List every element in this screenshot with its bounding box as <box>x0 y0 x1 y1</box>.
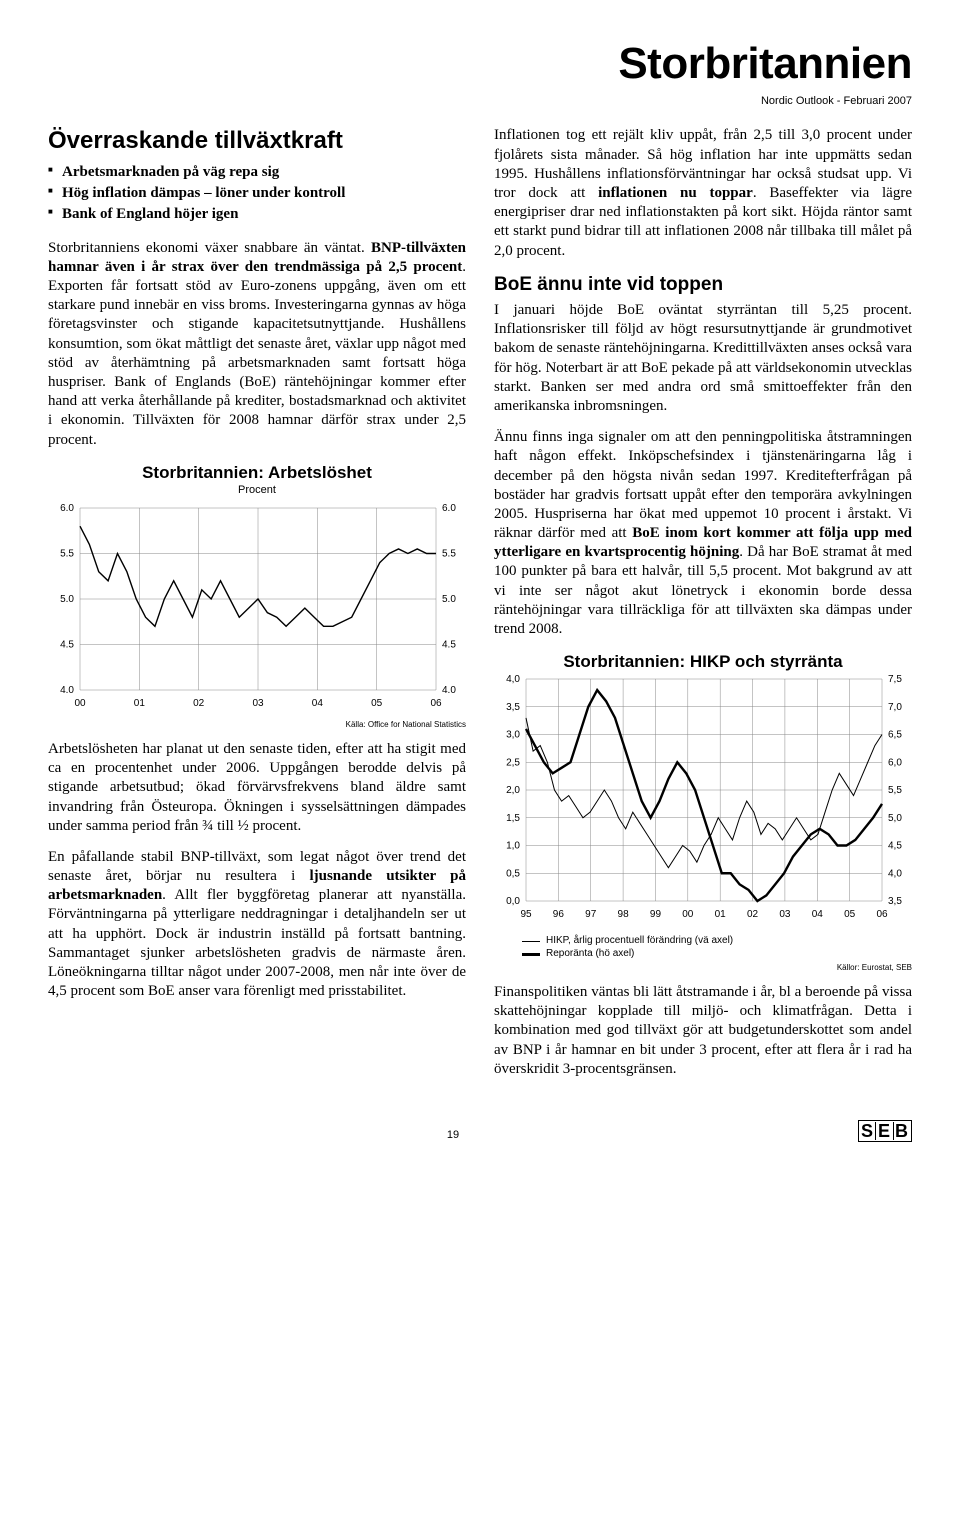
left-paragraph-2: Arbetslösheten har planat ut den senaste… <box>48 740 466 836</box>
left-paragraph-1: Storbritanniens ekonomi växer snabbare ä… <box>48 239 466 450</box>
chart1: 4.0 4.0 4.5 4.5 5.0 5.0 5.5 5.5 6.0 6.0 00 01 02 03 04… <box>48 502 466 718</box>
page-title: Storbritannien <box>48 36 912 92</box>
svg-text:4.5: 4.5 <box>442 639 456 650</box>
svg-text:4,0: 4,0 <box>888 868 902 879</box>
text: . Exporten får fortsatt stöd av Euro-zon… <box>48 259 466 448</box>
bullet-item: Bank of England höjer igen <box>48 205 466 224</box>
right-paragraph-1: Inflationen tog ett rejält kliv uppåt, f… <box>494 126 912 260</box>
chart2-svg: 0,0 3,5 0,5 4,0 1,0 4,5 1,5 5,0 2,0 5,5 2,5 6,0 3,0 6… <box>494 673 914 923</box>
svg-text:2,5: 2,5 <box>506 757 520 768</box>
text-bold: inflationen nu toppar <box>598 185 753 201</box>
legend-swatch-thick <box>522 953 540 956</box>
page-number: 19 <box>447 1128 459 1142</box>
svg-text:7,5: 7,5 <box>888 674 902 685</box>
left-paragraph-3: En påfallande stabil BNP-tillväxt, som l… <box>48 848 466 1002</box>
bullet-item: Arbetsmarknaden på väg repa sig <box>48 163 466 182</box>
svg-text:04: 04 <box>312 698 324 709</box>
svg-text:05: 05 <box>371 698 383 709</box>
chart1-title: Storbritannien: Arbetslöshet <box>48 462 466 484</box>
svg-text:03: 03 <box>252 698 264 709</box>
text: Storbritanniens ekonomi växer snabbare ä… <box>48 240 371 256</box>
svg-text:1,0: 1,0 <box>506 840 520 851</box>
svg-text:03: 03 <box>779 909 791 920</box>
svg-text:5.0: 5.0 <box>60 594 74 605</box>
svg-text:6,0: 6,0 <box>888 757 902 768</box>
svg-text:99: 99 <box>650 909 662 920</box>
svg-text:01: 01 <box>134 698 146 709</box>
svg-text:01: 01 <box>715 909 727 920</box>
svg-text:95: 95 <box>520 909 532 920</box>
svg-text:00: 00 <box>74 698 86 709</box>
svg-text:6,5: 6,5 <box>888 729 902 740</box>
chart2-legend-2: Reporänta (hö axel) <box>522 948 912 961</box>
chart1-source: Källa: Office for National Statistics <box>48 720 466 730</box>
svg-text:3,5: 3,5 <box>888 896 902 907</box>
svg-text:5.0: 5.0 <box>442 594 456 605</box>
svg-text:00: 00 <box>682 909 694 920</box>
svg-text:02: 02 <box>193 698 205 709</box>
svg-text:96: 96 <box>553 909 565 920</box>
legend-label: Reporänta (hö axel) <box>546 948 634 961</box>
main-columns: Överraskande tillväxtkraft Arbetsmarknad… <box>48 126 912 1091</box>
svg-text:7,0: 7,0 <box>888 702 902 713</box>
svg-text:6.0: 6.0 <box>442 503 456 514</box>
svg-text:4.0: 4.0 <box>60 685 74 696</box>
svg-text:5,5: 5,5 <box>888 785 902 796</box>
svg-text:4.5: 4.5 <box>60 639 74 650</box>
svg-text:0,5: 0,5 <box>506 868 520 879</box>
chart2: 0,0 3,5 0,5 4,0 1,0 4,5 1,5 5,0 2,0 5,5 2,5 6,0 3,0 6… <box>494 673 912 961</box>
right-subheading: BoE ännu inte vid toppen <box>494 273 912 297</box>
page-subtitle: Nordic Outlook - Februari 2007 <box>48 94 912 108</box>
svg-text:05: 05 <box>844 909 856 920</box>
svg-text:4.0: 4.0 <box>442 685 456 696</box>
svg-text:5.5: 5.5 <box>442 548 456 559</box>
right-paragraph-2: I januari höjde BoE oväntat styrräntan t… <box>494 301 912 416</box>
svg-text:97: 97 <box>585 909 597 920</box>
svg-text:6.0: 6.0 <box>60 503 74 514</box>
svg-text:4,0: 4,0 <box>506 674 520 685</box>
svg-text:02: 02 <box>747 909 759 920</box>
right-column: Inflationen tog ett rejält kliv uppåt, f… <box>494 126 912 1091</box>
legend-swatch-thin <box>522 941 540 942</box>
svg-text:4,5: 4,5 <box>888 840 902 851</box>
bullet-item: Hög inflation dämpas – löner under kontr… <box>48 184 466 203</box>
chart1-svg: 4.0 4.0 4.5 4.5 5.0 5.0 5.5 5.5 6.0 6.0 00 01 02 03 04… <box>48 502 468 712</box>
chart2-legend-1: HIKP, årlig procentuell förändring (vä a… <box>522 935 912 948</box>
svg-text:3,5: 3,5 <box>506 702 520 713</box>
left-column: Överraskande tillväxtkraft Arbetsmarknad… <box>48 126 466 1091</box>
chart2-source: Källor: Eurostat, SEB <box>494 963 912 973</box>
legend-label: HIKP, årlig procentuell förändring (vä a… <box>546 935 733 948</box>
left-heading: Överraskande tillväxtkraft <box>48 126 466 157</box>
page-footer: 19 SEB <box>48 1119 912 1142</box>
svg-text:06: 06 <box>430 698 442 709</box>
svg-text:06: 06 <box>876 909 888 920</box>
svg-text:98: 98 <box>618 909 630 920</box>
svg-text:2,0: 2,0 <box>506 785 520 796</box>
chart1-subtitle: Procent <box>48 483 466 497</box>
svg-text:0,0: 0,0 <box>506 896 520 907</box>
svg-text:5.5: 5.5 <box>60 548 74 559</box>
svg-text:04: 04 <box>812 909 824 920</box>
svg-text:5,0: 5,0 <box>888 813 902 824</box>
right-paragraph-3: Ännu finns inga signaler om att den penn… <box>494 428 912 639</box>
svg-text:1,5: 1,5 <box>506 813 520 824</box>
chart2-title: Storbritannien: HIKP och styrränta <box>494 651 912 673</box>
seb-logo: SEB <box>858 1120 912 1142</box>
text: . Allt fler byggföretag planerar att nya… <box>48 887 466 999</box>
bullet-list: Arbetsmarknaden på väg repa sig Hög infl… <box>48 163 466 225</box>
right-paragraph-4: Finanspolitiken väntas bli lätt åtstrama… <box>494 983 912 1079</box>
svg-text:3,0: 3,0 <box>506 729 520 740</box>
